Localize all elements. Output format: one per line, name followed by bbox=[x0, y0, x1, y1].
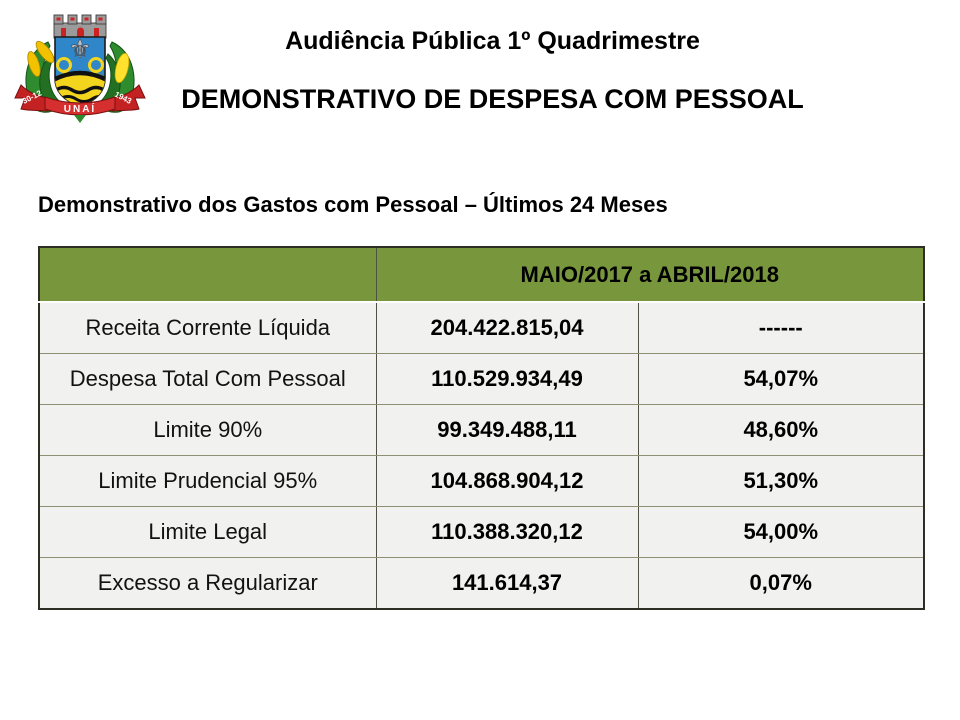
corn-left-icon bbox=[27, 40, 55, 77]
ribbon-sprig bbox=[74, 115, 86, 123]
personnel-expense-table: MAIO/2017 a ABRIL/2018 Receita Corrente … bbox=[38, 246, 925, 610]
period-header-cell: MAIO/2017 a ABRIL/2018 bbox=[375, 247, 924, 303]
crown-gates bbox=[56, 17, 103, 37]
row-label-cell: Excesso a Regularizar bbox=[39, 557, 376, 610]
row-value-cell: 110.529.934,49 bbox=[375, 353, 638, 405]
coat-of-arms-icon: ⚜ 30-12 UNAÍ 1943 bbox=[14, 14, 146, 123]
row-label-cell: Receita Corrente Líquida bbox=[39, 302, 376, 354]
personnel-expense-table-wrap: MAIO/2017 a ABRIL/2018 Receita Corrente … bbox=[38, 246, 925, 610]
row-label-cell: Despesa Total Com Pessoal bbox=[39, 353, 376, 405]
row-label-cell: Limite Legal bbox=[39, 506, 376, 558]
table-row: Limite Legal 110.388.320,12 54,00% bbox=[39, 506, 924, 558]
slide-title-line1: Audiência Pública 1º Quadrimestre bbox=[285, 27, 700, 55]
row-percent-cell: 54,07% bbox=[637, 353, 924, 405]
header-blank-cell bbox=[39, 247, 376, 303]
ribbon bbox=[14, 84, 146, 116]
table-row: Receita Corrente Líquida 204.422.815,04 … bbox=[39, 302, 924, 354]
row-value-cell: 204.422.815,04 bbox=[375, 302, 638, 354]
row-value-cell: 141.614,37 bbox=[375, 557, 638, 610]
row-percent-cell: 0,07% bbox=[637, 557, 924, 610]
section-heading: Demonstrativo dos Gastos com Pessoal – Ú… bbox=[38, 192, 668, 217]
row-value-cell: 104.868.904,12 bbox=[375, 455, 638, 507]
row-percent-cell: 48,60% bbox=[637, 404, 924, 456]
fleur-de-lis-icon: ⚜ bbox=[68, 34, 91, 64]
table-row: Excesso a Regularizar 141.614,37 0,07% bbox=[39, 557, 924, 610]
row-percent-cell: 51,30% bbox=[637, 455, 924, 507]
shield-field bbox=[55, 70, 105, 106]
ribbon-center-text: UNAÍ bbox=[64, 102, 96, 115]
corn-right-icon bbox=[114, 52, 130, 84]
row-percent-cell: 54,00% bbox=[637, 506, 924, 558]
shield-ring-right bbox=[88, 57, 104, 73]
row-value-cell: 99.349.488,11 bbox=[375, 404, 638, 456]
table-row: Despesa Total Com Pessoal 110.529.934,49… bbox=[39, 353, 924, 405]
row-percent-cell: ------ bbox=[637, 302, 924, 354]
slide-title-line2: DEMONSTRATIVO DE DESPESA COM PESSOAL bbox=[181, 84, 804, 114]
logo: ⚜ 30-12 UNAÍ 1943 bbox=[14, 8, 146, 126]
table-header-row: MAIO/2017 a ABRIL/2018 bbox=[39, 247, 924, 303]
row-value-cell: 110.388.320,12 bbox=[375, 506, 638, 558]
table-row: Limite 90% 99.349.488,11 48,60% bbox=[39, 404, 924, 456]
row-label-cell: Limite Prudencial 95% bbox=[39, 455, 376, 507]
shield-ring-left bbox=[56, 57, 72, 73]
table-row: Limite Prudencial 95% 104.868.904,12 51,… bbox=[39, 455, 924, 507]
row-label-cell: Limite 90% bbox=[39, 404, 376, 456]
